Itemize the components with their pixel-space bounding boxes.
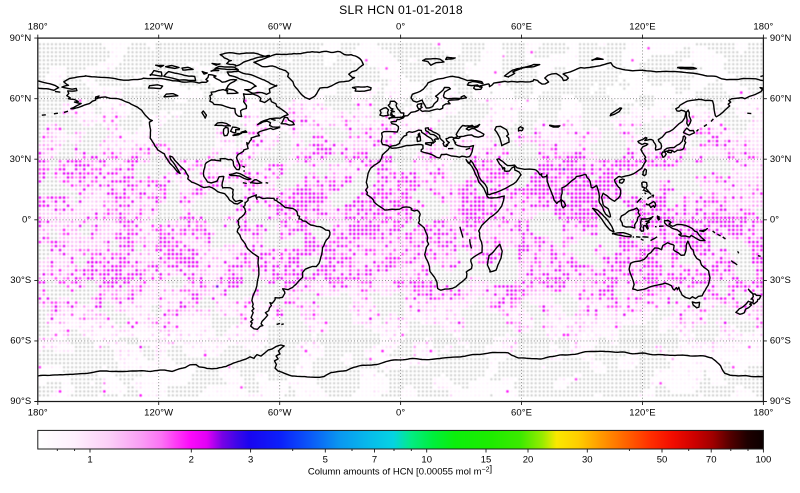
svg-text:50: 50 bbox=[657, 455, 668, 466]
svg-text:15: 15 bbox=[481, 455, 492, 466]
svg-text:20: 20 bbox=[523, 455, 534, 466]
svg-text:30°N: 30°N bbox=[10, 154, 32, 165]
svg-text:10: 10 bbox=[421, 455, 432, 466]
svg-text:60°E: 60°E bbox=[511, 21, 532, 32]
svg-text:180°: 180° bbox=[753, 408, 773, 419]
svg-text:90°S: 90°S bbox=[770, 396, 791, 407]
svg-text:0°: 0° bbox=[396, 21, 405, 32]
svg-text:90°N: 90°N bbox=[770, 33, 792, 44]
svg-text:120°E: 120°E bbox=[629, 21, 656, 32]
svg-text:0°: 0° bbox=[770, 215, 779, 226]
svg-text:60°N: 60°N bbox=[10, 93, 32, 104]
svg-text:1: 1 bbox=[87, 455, 92, 466]
svg-text:30°S: 30°S bbox=[770, 275, 791, 286]
svg-text:120°W: 120°W bbox=[144, 21, 173, 32]
svg-text:60°E: 60°E bbox=[511, 408, 532, 419]
svg-text:0°: 0° bbox=[22, 215, 31, 226]
svg-text:0°: 0° bbox=[396, 408, 405, 419]
svg-text:120°W: 120°W bbox=[144, 408, 173, 419]
svg-text:60°W: 60°W bbox=[268, 21, 292, 32]
svg-text:60°S: 60°S bbox=[10, 336, 31, 347]
svg-text:70: 70 bbox=[706, 455, 717, 466]
svg-text:30: 30 bbox=[582, 455, 593, 466]
svg-text:2: 2 bbox=[189, 455, 194, 466]
svg-text:180°: 180° bbox=[28, 408, 48, 419]
svg-text:30°S: 30°S bbox=[10, 275, 31, 286]
svg-text:120°E: 120°E bbox=[629, 408, 656, 419]
svg-text:60°N: 60°N bbox=[770, 93, 792, 104]
svg-text:60°S: 60°S bbox=[770, 336, 791, 347]
svg-text:30°N: 30°N bbox=[770, 154, 792, 165]
svg-text:3: 3 bbox=[248, 455, 253, 466]
svg-text:7: 7 bbox=[372, 455, 377, 466]
svg-text:Column amounts of HCN [0.00055: Column amounts of HCN [0.00055 mol m−2] bbox=[308, 464, 492, 478]
svg-text:90°S: 90°S bbox=[10, 396, 31, 407]
svg-text:90°N: 90°N bbox=[10, 33, 32, 44]
svg-text:60°W: 60°W bbox=[268, 408, 292, 419]
svg-text:SLR HCN 01-01-2018: SLR HCN 01-01-2018 bbox=[339, 3, 463, 17]
svg-text:5: 5 bbox=[323, 455, 328, 466]
svg-text:180°: 180° bbox=[28, 21, 48, 32]
svg-text:180°: 180° bbox=[753, 21, 773, 32]
svg-text:100: 100 bbox=[755, 455, 771, 466]
